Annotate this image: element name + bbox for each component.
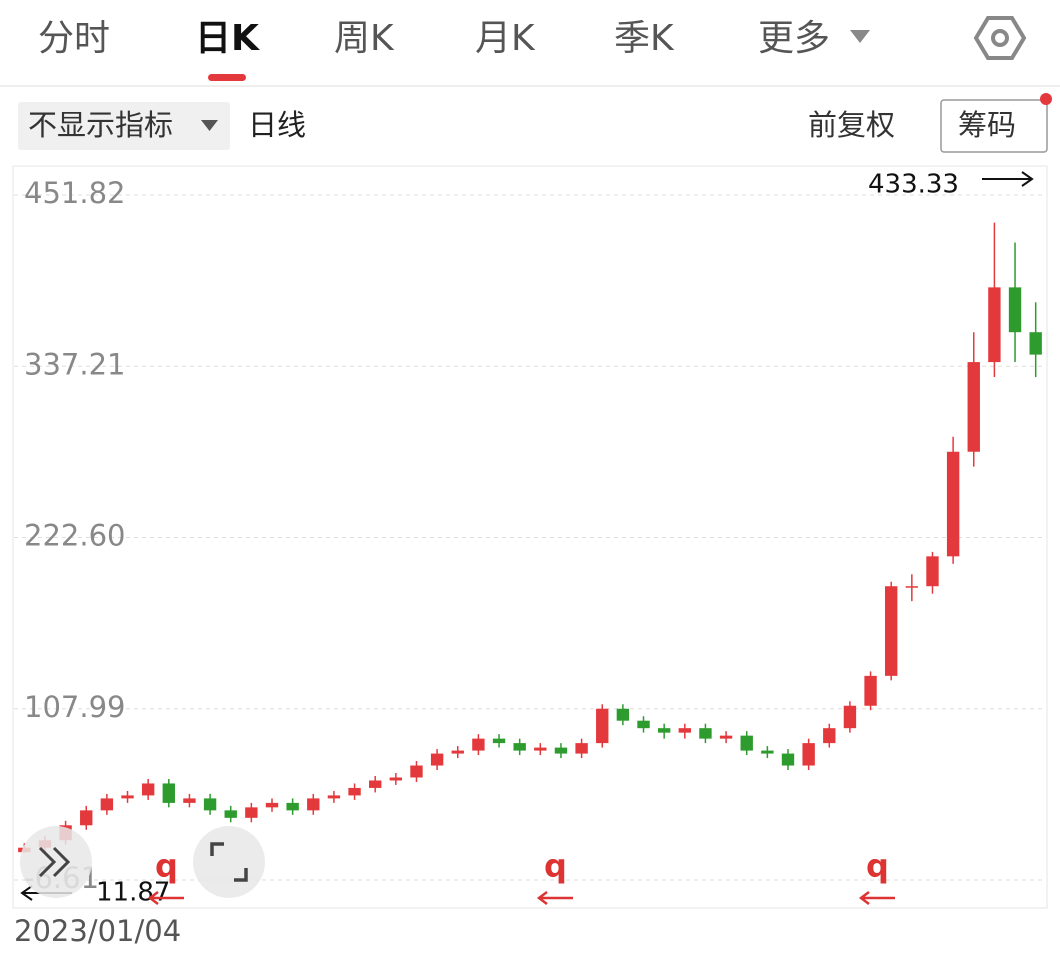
candle-body — [369, 780, 382, 788]
candle-body — [988, 287, 1001, 363]
chips-label[interactable]: 筹码 — [958, 108, 1016, 142]
dropdown-arrow — [201, 120, 218, 131]
candle-body — [121, 795, 134, 799]
candle-body — [410, 765, 423, 778]
candle-body — [100, 798, 114, 811]
candle-body — [616, 708, 630, 721]
adjust-label[interactable]: 前复权 — [808, 108, 895, 142]
candle-body — [802, 743, 815, 766]
chart-frame — [12, 165, 1048, 909]
candle-body — [472, 738, 485, 751]
candle-body — [761, 750, 774, 754]
indicator-label[interactable]: 不显示指标 — [28, 108, 173, 142]
candle-body — [843, 705, 857, 729]
candle-body — [699, 728, 712, 739]
x-tick-label: 2023/01/04 — [14, 914, 181, 948]
dropdown-arrow — [850, 30, 870, 43]
tab-underline — [208, 74, 246, 81]
fullscreen-button[interactable] — [193, 826, 265, 898]
candle-body — [781, 753, 795, 766]
marker: q — [866, 847, 889, 885]
candle-body — [389, 777, 403, 781]
candle-body — [513, 743, 526, 751]
tab[interactable]: 更多 — [758, 18, 830, 59]
candle-body — [1029, 332, 1042, 355]
candle-body — [141, 783, 155, 796]
line-type: 日线 — [248, 108, 306, 142]
candle-body — [926, 556, 939, 587]
candle-body — [183, 798, 196, 803]
candle-body — [203, 798, 217, 811]
candle-body — [245, 807, 258, 818]
y-tick-label: 337.21 — [24, 347, 125, 381]
candle-body — [307, 798, 320, 811]
candle-body — [678, 728, 691, 733]
marker: q — [155, 847, 178, 885]
settings-icon[interactable] — [973, 16, 1027, 60]
candle-body — [637, 720, 650, 729]
candle-body — [265, 802, 279, 808]
candle-body — [864, 675, 877, 706]
candle-body — [451, 750, 464, 754]
candle-body — [905, 586, 919, 588]
marker: q — [544, 847, 567, 885]
candle-body — [534, 747, 547, 751]
max-label: 433.33 — [868, 170, 959, 200]
candle-body — [823, 728, 836, 744]
candle-body — [286, 802, 299, 811]
candle-body — [719, 735, 733, 739]
candle-body — [657, 728, 671, 733]
candle-body — [1008, 287, 1022, 333]
candle-body — [596, 708, 609, 744]
candle-body — [740, 735, 753, 751]
tab[interactable]: 月K — [475, 18, 536, 59]
candle-body — [554, 747, 568, 754]
max-arrow — [982, 171, 1034, 187]
candle-body — [430, 753, 444, 766]
y-tick-label: 222.60 — [24, 519, 125, 553]
candle-body — [492, 738, 506, 744]
tab[interactable]: 季K — [614, 18, 675, 59]
candle-body — [80, 810, 93, 826]
notice-dot — [1040, 93, 1052, 105]
candle-body — [946, 451, 960, 557]
collapse-button[interactable] — [20, 826, 92, 898]
candle-body — [327, 795, 341, 799]
candle-body — [885, 586, 898, 676]
candle-body — [575, 743, 588, 754]
y-tick-label: 107.99 — [24, 690, 125, 724]
marker-arrows — [147, 891, 895, 905]
tab-active[interactable]: 日K — [195, 18, 260, 59]
candle-body — [224, 810, 237, 818]
tab[interactable]: 分时 — [38, 18, 110, 59]
chips-button[interactable] — [940, 99, 1048, 153]
tab[interactable]: 周K — [334, 18, 395, 59]
candle-body — [162, 783, 175, 803]
indicator-button[interactable] — [18, 102, 230, 150]
candle-body — [348, 787, 361, 796]
candle-body — [967, 362, 980, 452]
y-tick-label: 451.82 — [24, 176, 125, 210]
